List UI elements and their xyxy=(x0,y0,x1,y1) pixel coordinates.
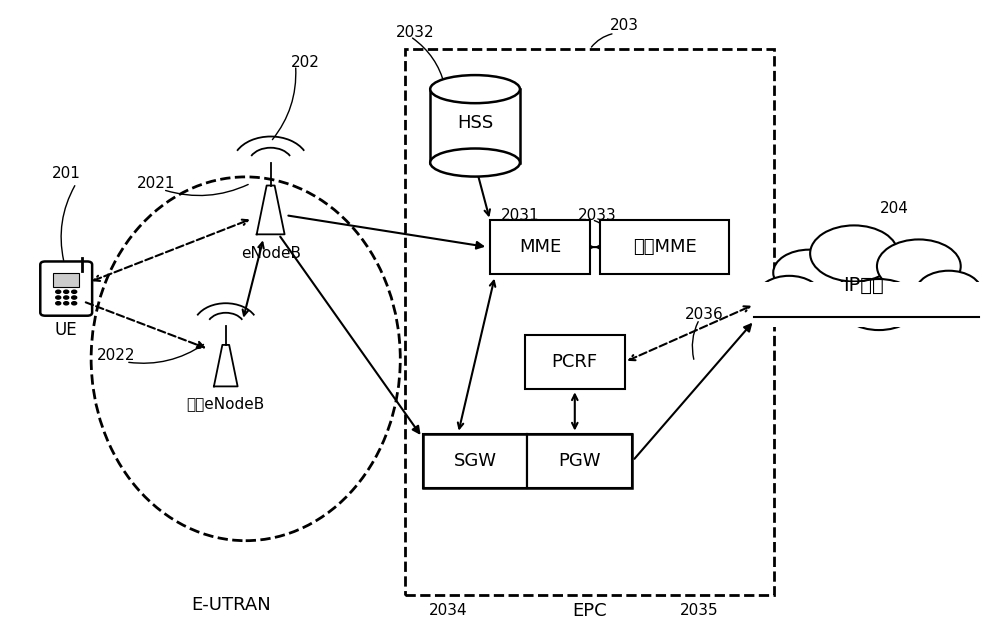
Text: PGW: PGW xyxy=(559,452,601,470)
Circle shape xyxy=(839,279,919,330)
Circle shape xyxy=(64,290,69,294)
Text: 2032: 2032 xyxy=(396,24,435,40)
Ellipse shape xyxy=(430,75,520,103)
Bar xyxy=(430,89,520,163)
Text: 201: 201 xyxy=(52,166,81,181)
Bar xyxy=(744,282,984,327)
Circle shape xyxy=(72,296,77,299)
Text: 2021: 2021 xyxy=(137,176,175,191)
Ellipse shape xyxy=(430,149,520,176)
Circle shape xyxy=(56,290,61,294)
Text: UE: UE xyxy=(55,321,78,339)
Text: 204: 204 xyxy=(879,201,908,216)
Text: IP业务: IP业务 xyxy=(844,276,884,295)
Text: SGW: SGW xyxy=(454,452,497,470)
Circle shape xyxy=(916,271,982,313)
Text: 2035: 2035 xyxy=(680,603,719,619)
Text: 2022: 2022 xyxy=(97,348,135,363)
Circle shape xyxy=(56,302,61,305)
Circle shape xyxy=(877,240,961,293)
Circle shape xyxy=(757,276,821,317)
Text: 其它eNodeB: 其它eNodeB xyxy=(187,396,265,411)
Bar xyxy=(405,49,774,595)
Bar xyxy=(527,434,632,488)
Text: EPC: EPC xyxy=(572,602,607,620)
Bar xyxy=(490,220,590,274)
Circle shape xyxy=(56,296,61,299)
Polygon shape xyxy=(214,345,238,387)
Ellipse shape xyxy=(91,177,400,541)
Text: 2034: 2034 xyxy=(429,603,467,619)
Circle shape xyxy=(64,302,69,305)
Text: 202: 202 xyxy=(291,54,320,69)
Bar xyxy=(53,272,79,287)
Bar xyxy=(423,434,527,488)
Text: 其它MME: 其它MME xyxy=(633,238,696,256)
Text: eNodeB: eNodeB xyxy=(241,246,301,261)
Bar xyxy=(423,434,632,488)
Bar xyxy=(525,335,625,389)
Circle shape xyxy=(72,290,77,294)
Text: PCRF: PCRF xyxy=(552,353,598,371)
FancyBboxPatch shape xyxy=(40,262,92,316)
Circle shape xyxy=(773,249,845,296)
Text: 203: 203 xyxy=(610,18,639,33)
Text: E-UTRAN: E-UTRAN xyxy=(191,595,271,613)
Text: MME: MME xyxy=(519,238,561,256)
Text: 2031: 2031 xyxy=(501,208,539,222)
Circle shape xyxy=(810,226,898,281)
Bar xyxy=(600,220,729,274)
Text: HSS: HSS xyxy=(457,113,493,131)
Circle shape xyxy=(64,296,69,299)
Circle shape xyxy=(72,302,77,305)
Polygon shape xyxy=(257,185,285,235)
Text: 2036: 2036 xyxy=(685,306,724,322)
Text: 2033: 2033 xyxy=(578,208,617,222)
